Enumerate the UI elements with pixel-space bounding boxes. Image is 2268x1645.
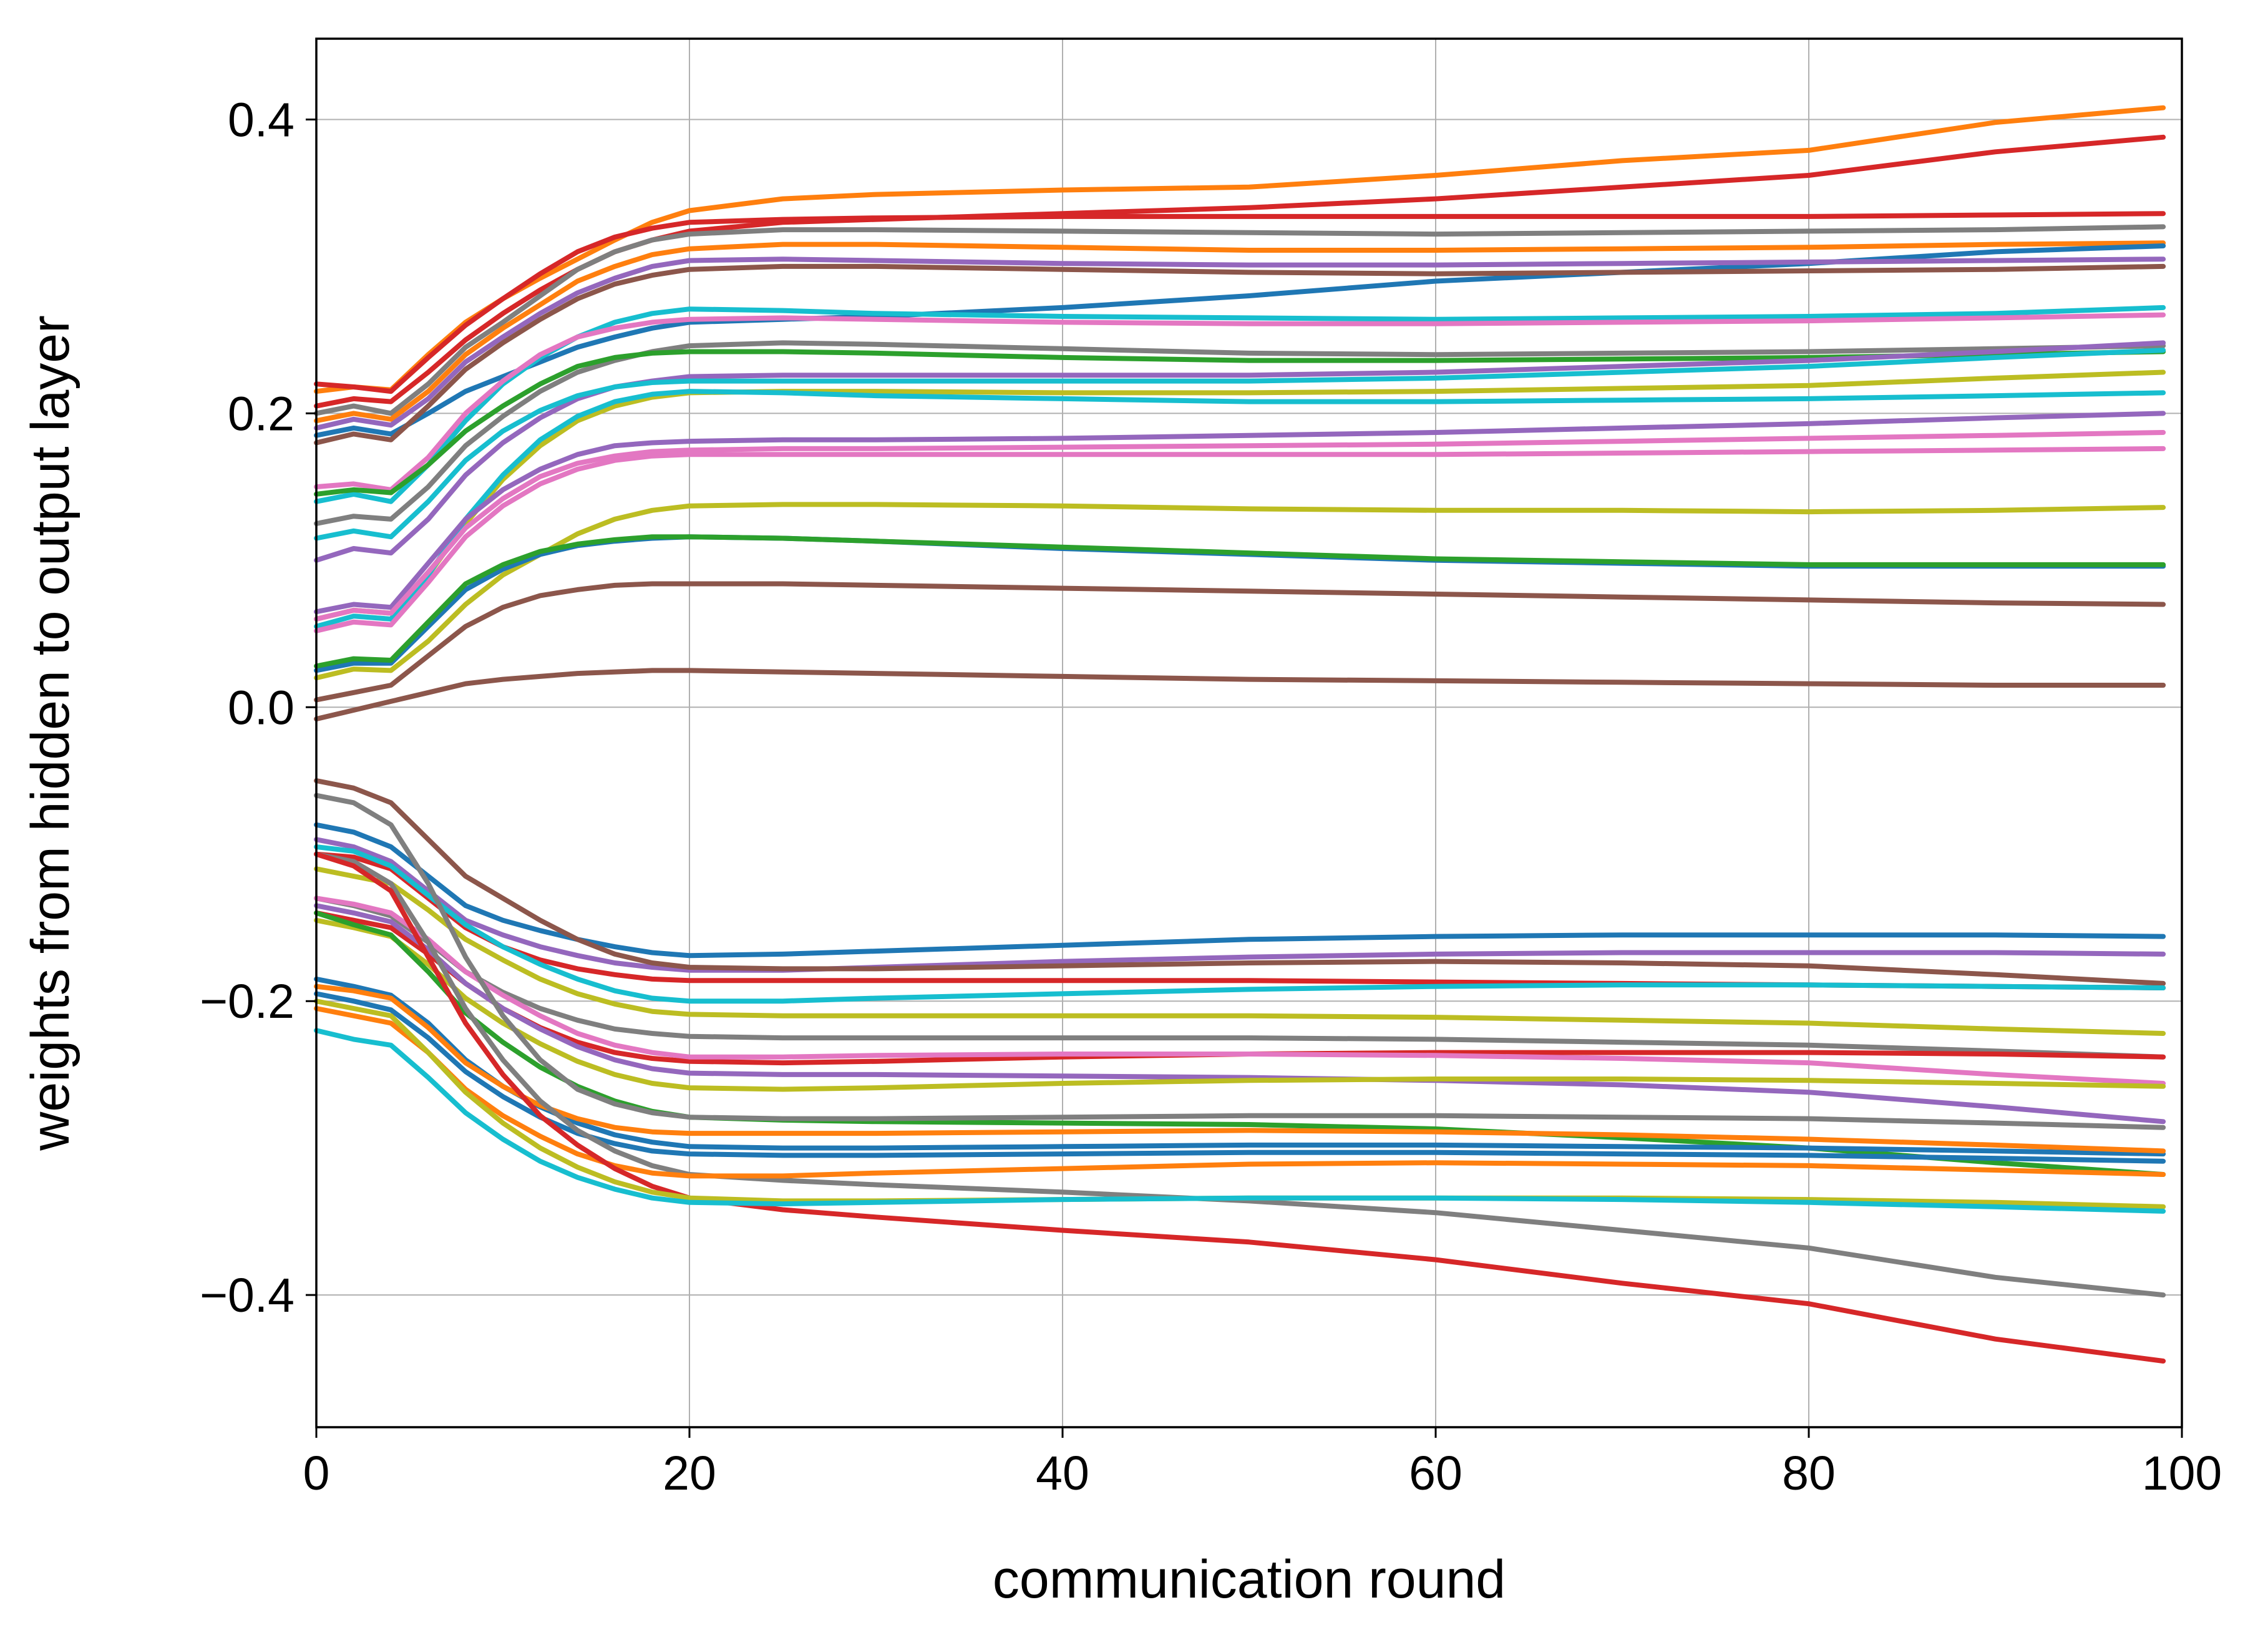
series-line: [314, 866, 2166, 1036]
series-line: [314, 256, 2166, 431]
series-line: [314, 976, 2166, 1157]
series-line: [314, 263, 2166, 446]
series-line: [314, 896, 2166, 1086]
series-line: [314, 851, 2166, 1364]
series-line: [314, 984, 2166, 1154]
y-axis-label: weights from hidden to output layer: [21, 315, 80, 1151]
series-line: [314, 411, 2166, 615]
y-tick-label: −0.4: [200, 1269, 294, 1322]
plot-frame: [315, 37, 2183, 1428]
x-tick-label: 20: [663, 1447, 716, 1500]
y-tick-label: −0.2: [200, 975, 294, 1028]
series-line: [314, 348, 2166, 541]
series-line: [314, 822, 2166, 959]
series-line: [314, 851, 2166, 1298]
series-line: [314, 224, 2166, 416]
x-tick-label: 0: [303, 1447, 330, 1500]
x-tick-label: 60: [1409, 1447, 1463, 1500]
series-line: [314, 502, 2166, 681]
series-line: [314, 534, 2166, 669]
series-line: [314, 430, 2166, 622]
y-tick-label: 0.4: [228, 93, 294, 147]
series-line: [314, 581, 2166, 703]
series-line: [314, 211, 2166, 394]
x-axis-label: communication round: [993, 1550, 1506, 1609]
y-tick-label: 0.0: [228, 681, 294, 735]
series-line: [314, 240, 2166, 424]
y-tick-label: 0.2: [228, 387, 294, 441]
series-line: [314, 349, 2166, 497]
series-line: [314, 340, 2166, 563]
x-tick-label: 40: [1036, 1447, 1089, 1500]
x-tick-label: 100: [2142, 1447, 2222, 1500]
series-line: [314, 991, 2166, 1164]
series-line: [314, 793, 2166, 1130]
axis-ticks: 0 20 40 60 80 100 −0.4 −0.2 0.0 0.2 0.4: [200, 93, 2222, 1500]
series-line: [314, 668, 2166, 722]
series-line: [314, 1028, 2166, 1214]
series-line: [314, 446, 2166, 633]
series-line: [314, 778, 2166, 986]
series-lines: [314, 105, 2166, 1364]
series-line: [314, 910, 2166, 1066]
x-tick-label: 80: [1782, 1447, 1836, 1500]
series-line: [314, 312, 2166, 492]
series-line: [314, 340, 2166, 526]
